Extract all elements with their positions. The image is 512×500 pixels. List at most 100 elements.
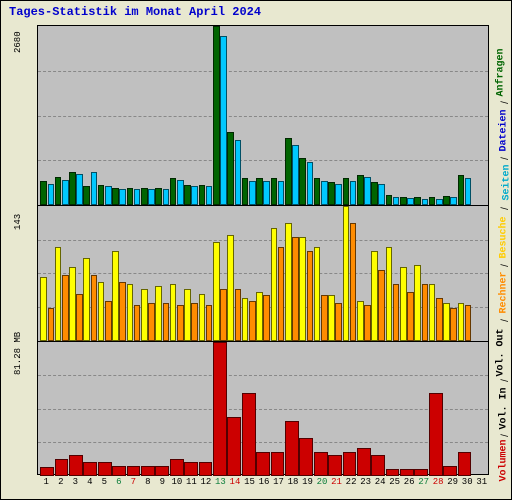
- bar: [83, 258, 90, 341]
- bar: [465, 178, 472, 205]
- bar: [76, 294, 83, 341]
- x-axis-label: 27: [416, 477, 431, 491]
- bar: [98, 462, 112, 476]
- day-col: [299, 206, 313, 340]
- legend-separator: /: [500, 207, 511, 210]
- bar: [400, 267, 407, 340]
- bar: [105, 186, 112, 205]
- bar: [199, 462, 213, 476]
- day-col: [141, 342, 155, 476]
- day-col: [98, 342, 112, 476]
- legend-separator: /: [500, 101, 511, 104]
- bar: [328, 295, 335, 340]
- bar: [155, 188, 162, 205]
- bar: [148, 303, 155, 341]
- x-axis-label: 21: [329, 477, 344, 491]
- day-col: [69, 342, 83, 476]
- day-col: [371, 206, 385, 340]
- day-col: [285, 206, 299, 340]
- bar: [235, 289, 242, 341]
- bar: [357, 448, 371, 476]
- bar: [314, 452, 328, 476]
- day-col: [414, 342, 428, 476]
- day-col: [198, 26, 212, 205]
- day-col: [40, 206, 54, 340]
- day-col: [170, 26, 184, 205]
- day-col: [256, 206, 270, 340]
- bar: [299, 158, 306, 205]
- day-col: [357, 206, 371, 340]
- bar: [227, 235, 234, 340]
- bar: [105, 301, 112, 340]
- chart-area: [37, 25, 489, 475]
- day-col: [299, 26, 313, 205]
- bar: [271, 228, 278, 341]
- day-col: [385, 342, 399, 476]
- bar: [350, 181, 357, 205]
- x-axis-label: 5: [97, 477, 112, 491]
- bar: [170, 284, 177, 340]
- x-axis-label: 3: [68, 477, 83, 491]
- bar: [285, 223, 292, 340]
- bar: [299, 438, 313, 476]
- bar: [278, 247, 285, 341]
- bar: [48, 308, 55, 341]
- day-col: [112, 206, 126, 340]
- bar: [386, 469, 400, 476]
- day-col: [227, 206, 241, 340]
- bar: [364, 177, 371, 205]
- bar: [393, 197, 400, 206]
- day-col: [342, 26, 356, 205]
- day-col: [141, 206, 155, 340]
- bar: [407, 198, 414, 205]
- day-col: [472, 342, 486, 476]
- bar: [249, 301, 256, 340]
- bar: [364, 305, 371, 341]
- bar: [400, 197, 407, 206]
- x-axis-label: 24: [373, 477, 388, 491]
- day-col: [112, 342, 126, 476]
- x-axis-label: 9: [155, 477, 170, 491]
- day-col: [270, 26, 284, 205]
- day-col: [54, 342, 68, 476]
- x-axis-label: 15: [242, 477, 257, 491]
- day-col: [270, 342, 284, 476]
- x-axis-label: 17: [271, 477, 286, 491]
- legend-separator: /: [500, 379, 511, 382]
- bar: [141, 466, 155, 476]
- day-col: [299, 342, 313, 476]
- bar: [213, 242, 220, 341]
- legend-item: Vol. In: [498, 387, 509, 429]
- day-col: [170, 206, 184, 340]
- bar: [69, 267, 76, 340]
- day-col: [328, 26, 342, 205]
- bar: [220, 289, 227, 341]
- day-col: [285, 342, 299, 476]
- bar: [443, 196, 450, 205]
- day-col: [256, 342, 270, 476]
- legend-separator: /: [500, 319, 511, 322]
- x-axis-label: 13: [213, 477, 228, 491]
- chart-title: Tages-Statistik im Monat April 2024: [9, 5, 261, 19]
- bar: [199, 294, 206, 341]
- day-col: [313, 206, 327, 340]
- x-axis-label: 6: [112, 477, 127, 491]
- day-col: [69, 26, 83, 205]
- bar: [371, 182, 378, 205]
- bar: [177, 305, 184, 341]
- day-col: [198, 342, 212, 476]
- day-col: [457, 342, 471, 476]
- bar: [263, 295, 270, 340]
- x-axis-label: 12: [199, 477, 214, 491]
- day-col: [429, 206, 443, 340]
- bar: [414, 197, 421, 205]
- bar: [119, 189, 126, 205]
- bar: [249, 181, 256, 205]
- legend-right: AnfragenDateienSeitenBesucheRechnerVol. …: [491, 25, 509, 475]
- x-axis-label: 11: [184, 477, 199, 491]
- legend-item: Rechner: [498, 271, 509, 313]
- bar: [378, 184, 385, 205]
- bar: [458, 303, 465, 341]
- bar: [458, 175, 465, 205]
- y-axis-label: 143: [13, 200, 23, 230]
